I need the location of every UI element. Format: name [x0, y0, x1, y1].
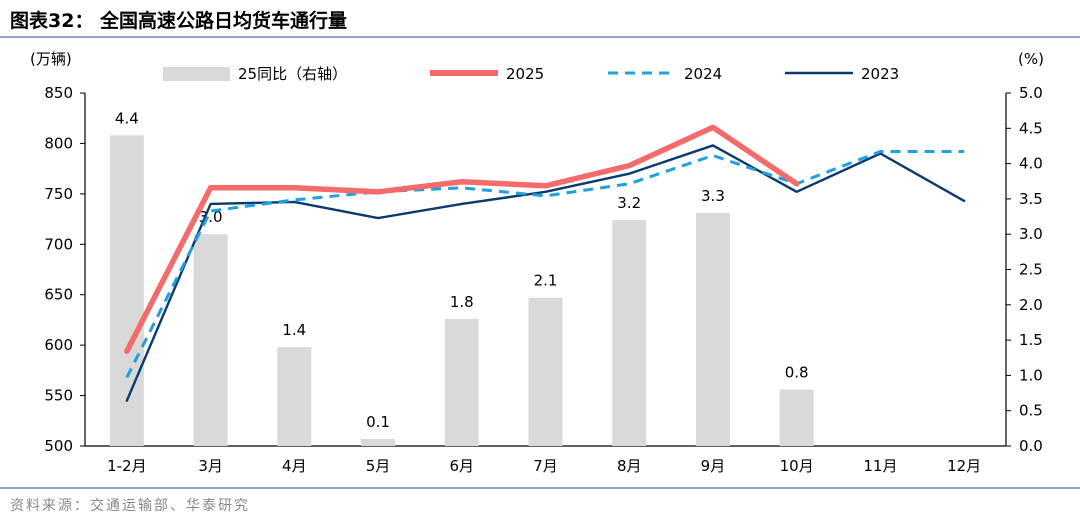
top-rule: [0, 36, 1080, 38]
legend-bar-label: 25同比（右轴）: [238, 65, 347, 83]
legend-2025-label: 2025: [506, 65, 544, 83]
legend-2024-label: 2024: [684, 65, 722, 83]
bar-data-label: 3.3: [701, 187, 725, 205]
bar: [612, 220, 647, 446]
x-tick-label: 10月: [780, 457, 814, 475]
x-tick-label: 6月: [449, 457, 474, 475]
bar: [109, 135, 144, 447]
right-tick-label: 4.0: [1019, 155, 1043, 173]
figure-title: 图表32： 全国高速公路日均货车通行量: [10, 10, 348, 32]
bar: [193, 234, 228, 446]
x-tick-label: 7月: [533, 457, 558, 475]
bar-data-label: 0.1: [366, 413, 390, 431]
right-tick-label: 0.0: [1019, 437, 1043, 455]
bar-data-label: 4.4: [115, 109, 139, 127]
right-tick-label: 0.5: [1019, 402, 1043, 420]
x-tick-label: 5月: [366, 457, 391, 475]
legend-2023-label: 2023: [861, 65, 899, 83]
right-tick-label: 3.5: [1019, 190, 1043, 208]
right-tick-label: 4.5: [1019, 119, 1043, 137]
left-tick-label: 750: [44, 185, 73, 203]
left-tick-label: 550: [44, 387, 73, 405]
x-tick-label: 8月: [617, 457, 642, 475]
x-tick-label: 11月: [863, 457, 897, 475]
right-tick-label: 1.5: [1019, 331, 1043, 349]
right-tick-label: 5.0: [1019, 84, 1043, 102]
left-tick-label: 650: [44, 286, 73, 304]
left-tick-label: 700: [44, 235, 73, 253]
right-tick-label: 2.5: [1019, 261, 1043, 279]
chart: (万辆) (%) 25同比（右轴） 2025 2024 2023 500 550 6…: [30, 50, 1044, 475]
x-tick-label: 4月: [282, 457, 307, 475]
bar: [528, 297, 563, 446]
bar-data-label: 1.4: [282, 321, 306, 339]
bar: [779, 389, 814, 446]
legend: 25同比（右轴） 2025 2024 2023: [163, 65, 899, 83]
bar: [444, 318, 479, 446]
left-tick-label: 500: [44, 437, 73, 455]
bar-data-label: 1.8: [450, 293, 474, 311]
x-axis-ticks: 1-2月 3月 4月 5月 6月 7月 8月 9月 10月 11月 12月: [107, 457, 981, 475]
bar-series: [109, 135, 814, 447]
bar-data-label: 3.2: [617, 194, 641, 212]
left-axis-unit: (万辆): [30, 50, 72, 68]
left-tick-label: 800: [44, 134, 73, 152]
bar-data-label: 2.1: [534, 272, 558, 290]
bar-data-label: 0.8: [785, 364, 809, 382]
left-tick-label: 850: [44, 84, 73, 102]
left-tick-label: 600: [44, 336, 73, 354]
legend-bar-swatch: [163, 67, 230, 81]
bar: [361, 438, 396, 446]
right-tick-label: 1.0: [1019, 366, 1043, 384]
x-tick-label: 9月: [701, 457, 726, 475]
bar: [277, 347, 312, 446]
right-tick-label: 2.0: [1019, 296, 1043, 314]
x-tick-label: 3月: [198, 457, 223, 475]
x-tick-label: 1-2月: [107, 457, 147, 475]
bottom-rule: [0, 487, 1080, 489]
bar: [695, 213, 730, 446]
title-bar: 图表32： 全国高速公路日均货车通行量: [0, 0, 1080, 38]
source-note: 资料来源：交通运输部、华泰研究: [10, 498, 250, 514]
right-tick-label: 3.0: [1019, 225, 1043, 243]
line-2025: [124, 124, 800, 354]
line-2024: [125, 149, 965, 379]
right-axis-unit: (%): [1018, 50, 1044, 68]
x-tick-label: 12月: [947, 457, 981, 475]
line-series: [124, 124, 966, 402]
